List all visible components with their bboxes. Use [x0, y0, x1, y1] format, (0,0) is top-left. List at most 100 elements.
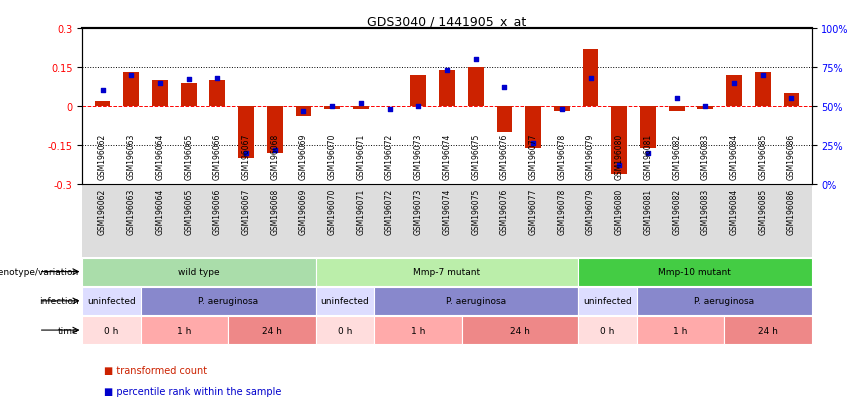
- Text: 1 h: 1 h: [177, 326, 192, 335]
- Text: 24 h: 24 h: [758, 326, 778, 335]
- Point: [555, 107, 569, 113]
- Bar: [668, 107, 685, 112]
- Text: GSM196070: GSM196070: [328, 188, 337, 234]
- Point: [727, 80, 741, 87]
- Point: [583, 76, 597, 82]
- Text: uninfected: uninfected: [320, 297, 369, 306]
- Point: [240, 150, 253, 157]
- Bar: [755, 73, 771, 107]
- Text: 0 h: 0 h: [601, 326, 615, 335]
- Text: P. aeruginosa: P. aeruginosa: [694, 297, 754, 306]
- Point: [383, 107, 397, 113]
- Text: GSM196069: GSM196069: [299, 188, 308, 234]
- Text: GSM196064: GSM196064: [155, 188, 164, 234]
- Text: uninfected: uninfected: [583, 297, 632, 306]
- Text: infection: infection: [39, 297, 79, 306]
- Point: [210, 76, 224, 82]
- Bar: [611, 107, 628, 174]
- Bar: [316, 258, 578, 286]
- Point: [497, 85, 511, 91]
- Bar: [95, 102, 110, 107]
- Text: GSM196073: GSM196073: [414, 188, 423, 234]
- Bar: [325, 107, 340, 109]
- Point: [756, 72, 770, 79]
- Bar: [727, 76, 742, 107]
- Bar: [141, 287, 316, 315]
- Text: GSM196072: GSM196072: [385, 188, 394, 234]
- Bar: [123, 73, 139, 107]
- Text: GSM196079: GSM196079: [586, 188, 595, 234]
- Bar: [439, 70, 455, 107]
- Text: uninfected: uninfected: [88, 297, 136, 306]
- Point: [411, 103, 425, 110]
- Bar: [238, 107, 254, 159]
- Text: ■ percentile rank within the sample: ■ percentile rank within the sample: [104, 386, 281, 396]
- Text: Mmp-7 mutant: Mmp-7 mutant: [413, 268, 481, 276]
- Bar: [411, 76, 426, 107]
- Text: 1 h: 1 h: [674, 326, 687, 335]
- Bar: [582, 50, 598, 107]
- Bar: [578, 287, 636, 315]
- Bar: [496, 107, 512, 133]
- Text: Mmp-10 mutant: Mmp-10 mutant: [659, 268, 732, 276]
- Point: [181, 77, 195, 83]
- Text: GSM196068: GSM196068: [270, 188, 279, 234]
- Point: [469, 57, 483, 63]
- Text: ■ transformed count: ■ transformed count: [104, 366, 207, 375]
- Point: [440, 68, 454, 74]
- Point: [297, 108, 311, 115]
- Bar: [152, 81, 168, 107]
- Bar: [462, 316, 578, 344]
- Text: GSM196078: GSM196078: [557, 188, 566, 234]
- Title: GDS3040 / 1441905_x_at: GDS3040 / 1441905_x_at: [367, 15, 527, 28]
- Point: [153, 80, 167, 87]
- Point: [785, 95, 799, 102]
- Text: GSM196077: GSM196077: [529, 188, 537, 234]
- Text: GSM196063: GSM196063: [127, 188, 135, 234]
- Bar: [181, 83, 196, 107]
- Text: GSM196081: GSM196081: [643, 188, 653, 234]
- Bar: [209, 81, 226, 107]
- Bar: [374, 287, 578, 315]
- Point: [641, 150, 654, 157]
- Text: 24 h: 24 h: [510, 326, 529, 335]
- Bar: [640, 107, 656, 148]
- Bar: [578, 258, 812, 286]
- Text: GSM196085: GSM196085: [759, 188, 767, 234]
- Text: wild type: wild type: [178, 268, 220, 276]
- Point: [95, 88, 109, 95]
- Text: 0 h: 0 h: [338, 326, 352, 335]
- Bar: [636, 287, 812, 315]
- Bar: [82, 258, 316, 286]
- Bar: [578, 316, 636, 344]
- Text: GSM196086: GSM196086: [787, 188, 796, 234]
- Bar: [266, 107, 283, 153]
- Text: GSM196067: GSM196067: [241, 188, 251, 234]
- Bar: [316, 287, 374, 315]
- Bar: [353, 107, 369, 109]
- Bar: [228, 316, 316, 344]
- Text: 0 h: 0 h: [104, 326, 119, 335]
- Bar: [468, 68, 483, 107]
- Bar: [636, 316, 724, 344]
- Text: GSM196083: GSM196083: [700, 188, 710, 234]
- Text: GSM196074: GSM196074: [443, 188, 451, 234]
- Point: [268, 147, 282, 154]
- Text: GSM196065: GSM196065: [184, 188, 194, 234]
- Point: [699, 103, 713, 110]
- Bar: [554, 107, 569, 112]
- Point: [326, 103, 339, 110]
- Text: P. aeruginosa: P. aeruginosa: [446, 297, 506, 306]
- Bar: [374, 316, 462, 344]
- Bar: [296, 107, 312, 117]
- Bar: [724, 316, 812, 344]
- Bar: [141, 316, 228, 344]
- Point: [612, 162, 626, 169]
- Bar: [316, 316, 374, 344]
- Point: [124, 72, 138, 79]
- Text: GSM196062: GSM196062: [98, 188, 107, 234]
- Bar: [525, 107, 541, 148]
- Text: GSM196075: GSM196075: [471, 188, 480, 234]
- Text: GSM196076: GSM196076: [500, 188, 509, 234]
- Text: 1 h: 1 h: [411, 326, 425, 335]
